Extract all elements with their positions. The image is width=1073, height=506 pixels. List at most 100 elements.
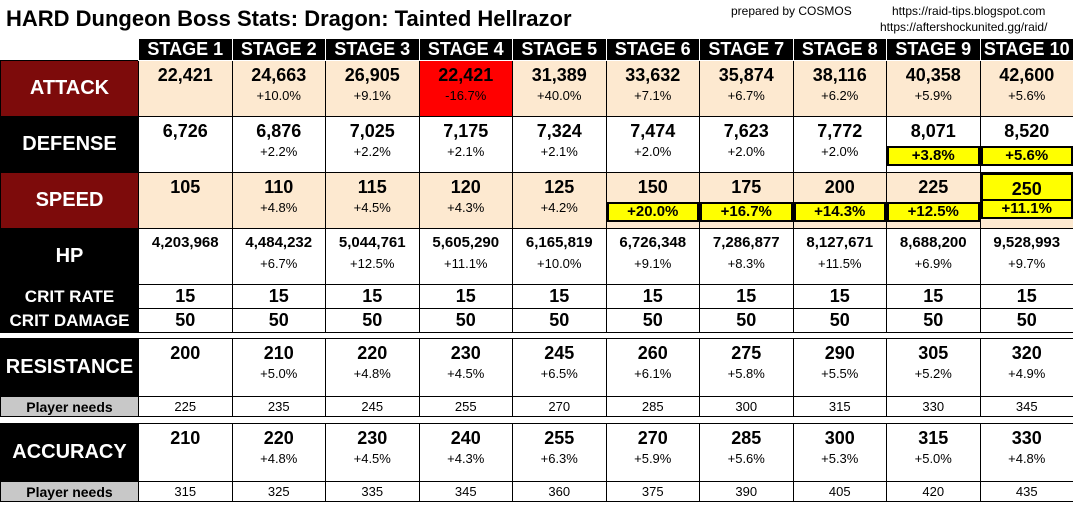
resistance-player-needs-stage-4: 255 [418,396,513,417]
speed-change: +20.0% [606,202,699,222]
accuracy-change: +5.6% [727,451,765,466]
accuracy-value: 240 [450,428,481,448]
attack-change: +6.2% [821,88,859,103]
accuracy-change: +5.9% [634,451,672,466]
aftershock-link[interactable]: https://aftershockunited.gg/raid/ [880,20,1048,34]
accuracy-stage-2: 220 +4.8% [231,423,326,482]
resistance-stage-6: 260 +6.1% [605,338,700,397]
hp-stage-3: 5,044,761 +12.5% [325,228,420,285]
speed-change: +14.3% [793,202,886,222]
resistance-stage-7: 275 +5.8% [699,338,794,397]
accuracy-change: +5.3% [821,451,859,466]
defense-change: +2.0% [821,144,859,159]
resistance-stage-2: 210 +5.0% [231,338,326,397]
defense-value: 7,025 [349,121,395,141]
accuracy-stage-8: 300 +5.3% [792,423,887,482]
resistance-change: +5.2% [914,366,952,381]
defense-value: 7,324 [536,121,582,141]
hp-change: +9.1% [634,256,672,271]
page-title: HARD Dungeon Boss Stats: Dragon: Tainted… [6,6,572,31]
blog-link[interactable]: https://raid-tips.blogspot.com [892,4,1046,18]
resistance-player-needs-stage-6: 285 [605,396,700,417]
defense-stage-4: 7,175 +2.1% [418,116,513,173]
accuracy-value: 220 [263,428,294,448]
crit-damage-stage-3: 50 [325,308,420,333]
speed-value: 105 [170,177,201,197]
resistance-stage-9: 305 +5.2% [886,338,981,397]
resistance-change: +5.5% [821,366,859,381]
resistance-player-needs-stage-7: 300 [699,396,794,417]
accuracy-stage-5: 255 +6.3% [512,423,607,482]
accuracy-change: +4.5% [353,451,391,466]
accuracy-value: 270 [637,428,668,448]
crit-rate-row: CRIT RATE 15 15 15 15 15 15 15 15 15 15 [0,284,1073,309]
hp-row: HP 4,203,968 4,484,232 +6.7% 5,044,761 +12.5%… [0,228,1073,285]
accuracy-player-needs-stage-1: 315 [138,481,233,502]
resistance-value: 210 [263,343,294,363]
speed-value: 150 [637,177,668,197]
crit-damage-stage-6: 50 [605,308,700,333]
accuracy-value: 285 [731,428,762,448]
defense-change: +2.2% [353,144,391,159]
accuracy-player-needs-stage-3: 335 [325,481,420,502]
resistance-change: +5.0% [260,366,298,381]
attack-value: 22,421 [438,65,494,85]
crit-rate-stage-1: 15 [138,284,233,309]
resistance-player-needs-stage-2: 235 [231,396,326,417]
attack-stage-4: 22,421 -16.7% [418,60,513,117]
defense-stage-10: 8,520 +5.6% [979,116,1073,173]
crit-rate-stage-2: 15 [231,284,326,309]
hp-value: 4,203,968 [151,234,219,251]
resistance-label: RESISTANCE [0,338,139,397]
crit-damage-row: CRIT DAMAGE 50 50 50 50 50 50 50 50 50 50 [0,308,1073,333]
resistance-value: 320 [1011,343,1042,363]
resistance-table: RESISTANCE 200 210 +5.0% 220 +4.8% 230 +4.5% 245… [0,338,1073,417]
accuracy-value: 330 [1011,428,1042,448]
accuracy-change: +5.0% [914,451,952,466]
stage-header-7: STAGE 7 [699,38,794,61]
speed-stage-3: 115 +4.5% [325,172,420,229]
resistance-value: 260 [637,343,668,363]
speed-value: 110 [264,177,294,197]
defense-value: 6,726 [162,121,208,141]
crit-damage-stage-8: 50 [792,308,887,333]
accuracy-value: 315 [918,428,949,448]
defense-value: 8,520 [1004,121,1050,141]
attack-stage-5: 31,389 +40.0% [512,60,607,117]
speed-value: 250 [980,173,1073,199]
accuracy-player-needs-stage-6: 375 [605,481,700,502]
attack-value: 35,874 [718,65,774,85]
defense-change: +2.1% [447,144,485,159]
speed-stage-9: 225 +12.5% [886,172,981,229]
accuracy-value: 210 [170,428,201,448]
attack-change: +6.7% [727,88,765,103]
defense-change: +2.1% [540,144,578,159]
speed-stage-5: 125 +4.2% [512,172,607,229]
resistance-player-needs-stage-10: 345 [979,396,1073,417]
attack-value: 22,421 [157,65,213,85]
defense-stage-2: 6,876 +2.2% [231,116,326,173]
defense-value: 6,876 [256,121,302,141]
resistance-change: +4.5% [447,366,485,381]
hp-stage-1: 4,203,968 [138,228,233,285]
speed-change: +4.8% [260,200,298,215]
attack-stage-10: 42,600 +5.6% [979,60,1073,117]
hp-change: +9.7% [1008,256,1046,271]
accuracy-player-needs-label: Player needs [0,481,139,502]
crit-rate-label: CRIT RATE [0,284,139,309]
hp-change: +11.5% [818,256,862,271]
accuracy-player-needs-stage-5: 360 [512,481,607,502]
accuracy-value: 255 [544,428,575,448]
attack-label: ATTACK [0,60,139,117]
attack-value: 31,389 [531,65,587,85]
crit-damage-stage-9: 50 [886,308,981,333]
crit-damage-stage-10: 50 [979,308,1073,333]
attack-stage-6: 33,632 +7.1% [605,60,700,117]
attack-stage-9: 40,358 +5.9% [886,60,981,117]
resistance-player-needs-stage-5: 270 [512,396,607,417]
attack-value: 42,600 [999,65,1055,85]
resistance-player-needs-stage-9: 330 [886,396,981,417]
resistance-player-needs-stage-1: 225 [138,396,233,417]
resistance-value: 305 [918,343,949,363]
resistance-player-needs-label: Player needs [0,396,139,417]
